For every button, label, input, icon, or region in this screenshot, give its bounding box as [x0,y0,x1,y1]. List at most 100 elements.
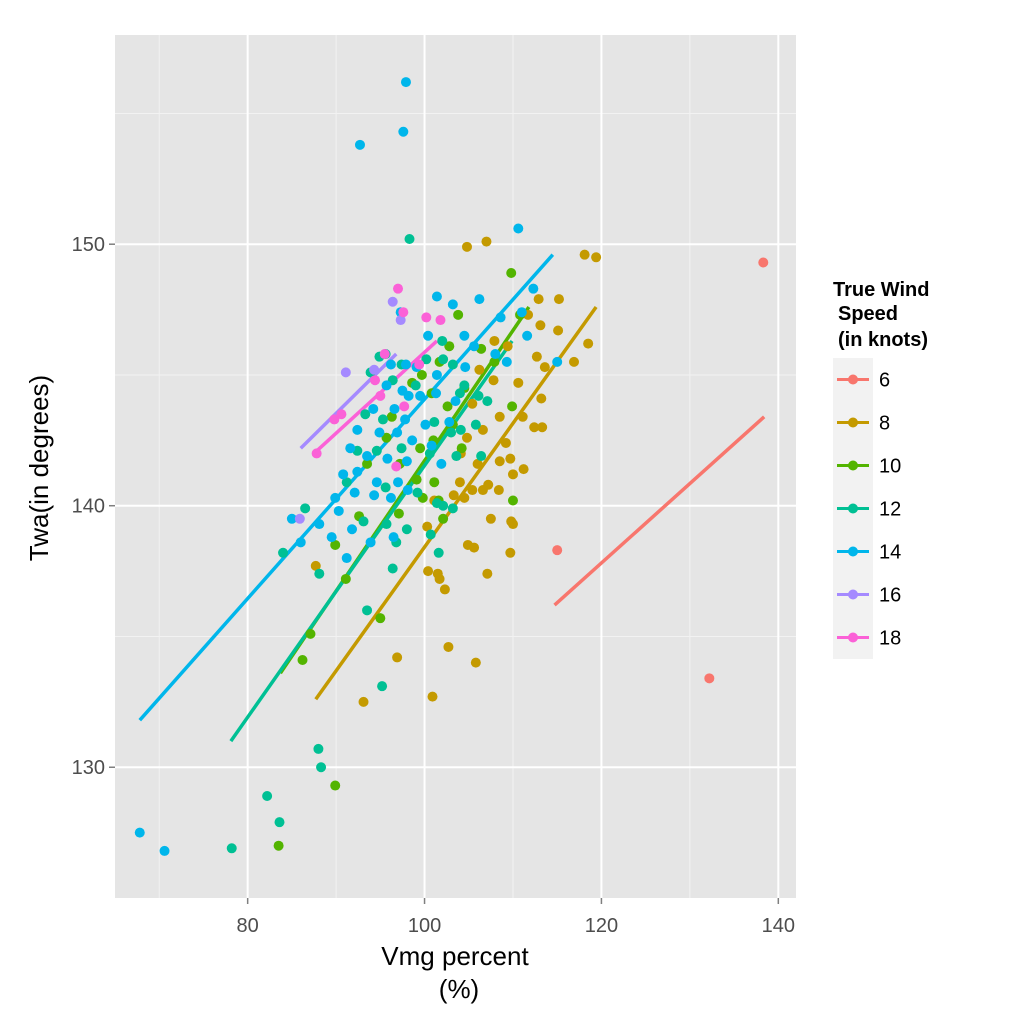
legend-key-point-14 [848,546,858,557]
data-point-10 [453,309,464,320]
data-point-14 [385,492,396,503]
data-point-14 [400,77,411,88]
x-axis-title-line1: Vmg percent [381,941,529,971]
data-point-10 [506,267,517,278]
data-point-8 [477,424,488,435]
data-point-8 [539,362,550,373]
data-point-12 [377,681,388,692]
data-point-18 [379,349,390,360]
data-point-14 [431,369,442,380]
data-point-14 [389,403,400,414]
data-point-8 [493,485,504,496]
data-point-18 [399,401,410,412]
data-point-8 [583,338,594,349]
data-point-10 [444,341,455,352]
data-point-8 [488,375,499,386]
data-point-8 [482,568,493,579]
grid-lines [115,35,796,898]
data-point-16 [369,364,380,375]
data-point-18 [391,461,402,472]
data-point-18 [329,414,340,425]
data-point-8 [467,485,478,496]
data-point-8 [358,696,369,707]
data-point-14 [374,427,385,438]
data-point-8 [537,422,548,433]
data-point-12 [424,448,435,459]
data-point-8 [448,490,459,501]
data-point-14 [407,435,418,446]
data-point-18 [435,315,446,326]
legend-key-point-16 [848,589,858,600]
data-point-12 [421,354,432,365]
data-point-12 [429,417,440,428]
data-point-14 [426,440,437,451]
data-point-8 [422,521,433,532]
data-point-12 [387,563,398,574]
data-point-14 [381,380,392,391]
legend-title-line3: (in knots) [838,329,928,351]
y-axis-title: Twa(in degrees) [24,375,54,561]
data-point-8 [535,320,546,331]
x-tick-label: 140 [762,915,795,937]
data-point-18 [398,307,409,318]
legend-key-point-10 [848,460,858,471]
data-point-12 [454,388,465,399]
data-point-8 [461,432,472,443]
data-point-8 [533,294,544,305]
data-point-10 [456,443,467,454]
data-point-12 [226,843,237,854]
plot-panel [115,35,796,898]
data-point-12 [459,380,470,391]
data-point-18 [375,390,386,401]
legend-key-point-8 [848,417,858,428]
data-point-14 [495,312,506,323]
data-point-14 [341,553,352,564]
data-point-8 [439,584,450,595]
data-point-14 [501,356,512,367]
data-point-12 [425,529,436,540]
data-point-8 [470,657,481,668]
x-tick-label: 80 [237,915,259,937]
data-point-12 [437,335,448,346]
data-point-10 [415,443,426,454]
data-point-14 [365,537,376,548]
data-point-12 [473,390,484,401]
data-point-16 [387,296,398,307]
data-point-12 [476,451,487,462]
data-point-10 [362,458,373,469]
data-point-14 [388,532,399,543]
data-point-8 [517,411,528,422]
data-point-18 [393,283,404,294]
data-point-12 [341,477,352,488]
data-point-14 [490,349,501,360]
data-point-14 [552,356,563,367]
data-point-8 [472,458,483,469]
data-point-8 [553,294,564,305]
data-point-14 [436,458,447,469]
data-point-14 [444,417,455,428]
data-point-10 [273,840,284,851]
data-point-14 [522,330,533,341]
data-point-14 [333,505,344,516]
legend-label-18: 18 [879,628,901,650]
data-point-8 [529,422,540,433]
data-point-14 [352,424,363,435]
data-point-14 [352,466,363,477]
data-point-14 [330,492,341,503]
legend-label-6: 6 [879,370,890,392]
data-point-14 [469,341,480,352]
data-point-8 [505,453,516,464]
data-point-12 [380,482,391,493]
axes: 80 100 120 140 130 140 150 [72,234,795,937]
data-point-12 [371,445,382,456]
legend-key-point-18 [848,632,858,643]
y-tick-label: 150 [72,234,105,256]
legend-label-16: 16 [879,585,901,607]
data-point-8 [310,560,321,571]
data-point-14 [402,485,413,496]
data-point-12 [412,487,423,498]
data-point-16 [294,513,305,524]
data-point-12 [300,503,311,514]
data-point-14 [369,490,380,501]
